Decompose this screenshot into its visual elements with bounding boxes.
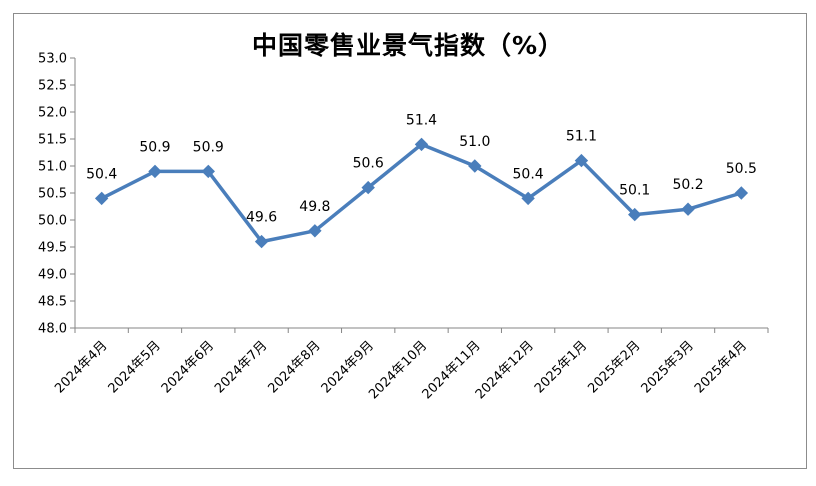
data-label: 49.8 [299,199,330,215]
data-point-marker [254,234,269,249]
y-tick-label: 49.0 [38,268,67,283]
data-point-marker [468,159,482,173]
data-point-marker [308,224,322,238]
chart-title: 中国零售业景气指数（%） [251,31,565,60]
data-label: 50.4 [86,166,117,182]
y-tick-label: 50.5 [38,187,67,202]
x-tick-label: 2024年7月 [212,338,270,396]
data-point-marker [361,180,375,195]
data-point-marker [628,207,642,222]
data-label: 49.6 [246,210,277,226]
y-axis-ticks: 48.0 48.5 49.0 49.5 50.0 50.5 51.0 51.5 52.0 52.5… [38,52,75,337]
data-label: 50.5 [726,161,757,177]
y-tick-label: 53.0 [38,52,67,67]
y-tick-label: 52.5 [38,79,67,94]
data-label: 51.0 [459,134,490,150]
data-label: 50.4 [513,166,544,182]
data-label: 50.1 [619,183,650,199]
x-tick-label: 2025年2月 [585,338,643,396]
data-labels: 50.4 50.9 50.9 49.6 49.8 50.6 51.4 51.0 50.4 51.1… [86,112,757,225]
x-tick-label: 2024年4月 [52,338,110,396]
y-tick-label: 51.5 [38,133,67,148]
x-tick-label: 2024年5月 [106,338,164,396]
x-tick-label: 2024年6月 [159,338,217,396]
data-point-marker [148,164,162,179]
series-group [94,137,749,249]
chart-frame [13,13,807,469]
data-point-marker [734,186,749,200]
x-axis-ticks: 2024年4月2024年5月2024年6月2024年7月2024年8月2024年… [52,328,769,402]
data-point-marker [94,191,109,206]
data-point-marker [521,191,535,206]
y-tick-label: 49.5 [38,241,67,256]
data-point-marker [681,202,695,216]
x-tick-label: 2024年9月 [319,338,377,396]
data-label: 50.9 [193,139,224,155]
x-tick-label: 2025年4月 [692,338,750,396]
data-label: 50.2 [672,177,703,193]
x-tick-label: 2024年8月 [265,338,323,396]
y-tick-label: 51.0 [38,160,67,175]
data-point-marker [201,164,215,179]
data-label: 50.9 [139,139,170,155]
axes [74,58,768,329]
data-label: 51.4 [406,112,437,128]
y-tick-label: 52.0 [38,106,67,121]
data-point-marker [574,153,589,168]
y-tick-label: 48.0 [38,322,67,337]
data-label: 51.1 [566,129,597,145]
y-tick-label: 48.5 [38,295,67,310]
y-tick-label: 50.0 [38,214,67,229]
data-point-marker [414,137,429,152]
x-tick-label: 2025年1月 [532,338,590,396]
data-label: 50.6 [353,156,384,172]
x-tick-label: 2025年3月 [639,338,697,396]
